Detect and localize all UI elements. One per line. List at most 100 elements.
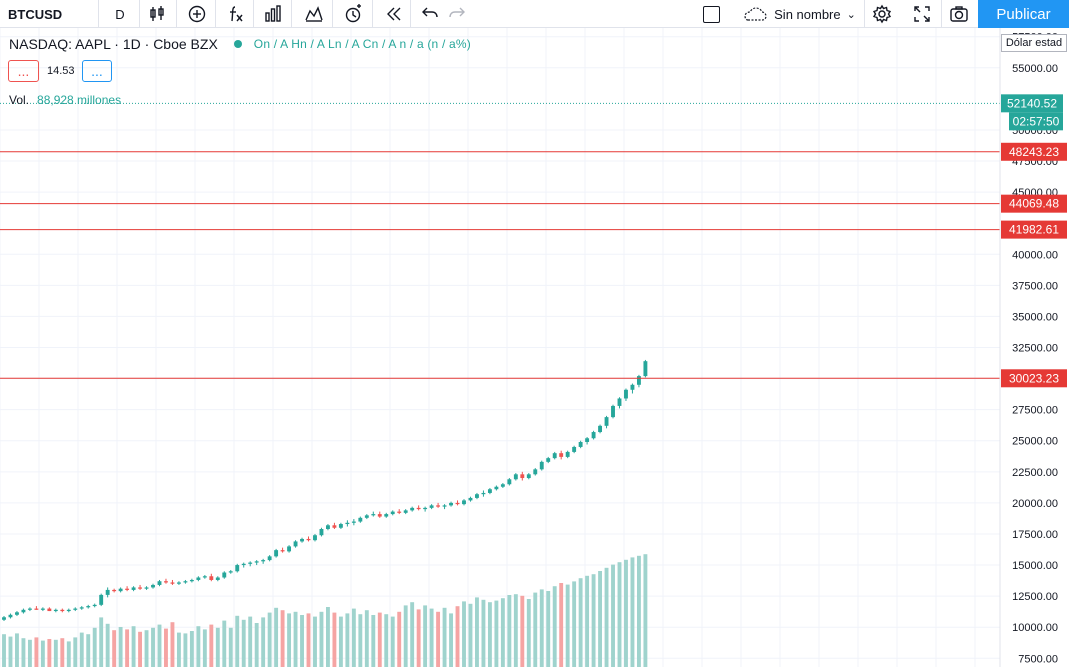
level-badge bbox=[1001, 220, 1067, 239]
layout-selector[interactable]: Sin nombre ⌄ bbox=[736, 0, 862, 28]
price-tick-label: 12500.00 bbox=[1012, 591, 1058, 603]
currency-label[interactable]: Dólar estad bbox=[1001, 34, 1067, 52]
volume-bar bbox=[611, 564, 615, 667]
candle-body bbox=[559, 453, 564, 457]
candle-body bbox=[261, 560, 266, 562]
volume-bar bbox=[144, 630, 149, 667]
volume-bar bbox=[358, 614, 363, 667]
candle-body bbox=[332, 525, 337, 528]
price-tick-label: 22500.00 bbox=[1012, 467, 1058, 479]
fullscreen-square-icon[interactable] bbox=[700, 0, 722, 28]
candle-body bbox=[371, 514, 376, 516]
volume-bar bbox=[261, 617, 266, 667]
volume-bar bbox=[533, 592, 538, 667]
volume-bar bbox=[429, 608, 434, 667]
volume-bar bbox=[66, 641, 71, 667]
volume-bar bbox=[118, 627, 123, 667]
price-tick-label: 17500.00 bbox=[1012, 529, 1058, 541]
interval-selector[interactable]: D bbox=[115, 6, 125, 22]
candle-body bbox=[643, 361, 648, 377]
camera-icon[interactable] bbox=[945, 0, 973, 28]
volume-bar bbox=[371, 615, 376, 667]
templates-icon[interactable] bbox=[300, 0, 328, 28]
candle-body bbox=[403, 510, 408, 513]
study-red-button[interactable]: ... bbox=[8, 60, 39, 82]
volume-bar bbox=[47, 639, 52, 667]
candle-body bbox=[125, 588, 130, 590]
candle-body bbox=[8, 614, 13, 618]
last-price-label: 52140.52 bbox=[1007, 96, 1057, 110]
symbol-search[interactable]: BTCUSD bbox=[8, 6, 63, 22]
cloud-icon bbox=[744, 7, 767, 21]
toolbar-divider bbox=[139, 0, 140, 28]
volume-bar bbox=[8, 636, 13, 667]
volume-bar bbox=[423, 605, 428, 667]
volume-bar bbox=[202, 629, 207, 667]
volume-bar bbox=[209, 624, 214, 667]
candles-icon[interactable] bbox=[143, 0, 171, 28]
candle-body bbox=[254, 561, 259, 563]
toolbar-divider bbox=[372, 0, 373, 28]
price-chart[interactable]: 7500.00 10000.00 12500.00 15000.00 17500.00 2… bbox=[0, 28, 1069, 667]
volume-bar bbox=[189, 631, 194, 667]
volume-bar bbox=[604, 567, 609, 667]
study-value: 14.53 bbox=[47, 65, 75, 77]
candle-body bbox=[364, 515, 369, 518]
candle-body bbox=[47, 608, 52, 612]
volume-bar bbox=[254, 623, 259, 667]
candle-body bbox=[73, 608, 78, 610]
volume-bar bbox=[449, 613, 453, 667]
candle-body bbox=[513, 474, 518, 480]
candle-body bbox=[157, 581, 162, 585]
volume-bar bbox=[636, 555, 641, 667]
candle-body bbox=[60, 609, 65, 612]
candle-body bbox=[533, 469, 538, 475]
candle-body bbox=[384, 514, 389, 517]
price-axis: 7500.00 10000.00 12500.00 15000.00 17500.00 2… bbox=[999, 28, 1069, 667]
settings-icon[interactable] bbox=[868, 0, 896, 28]
candle-body bbox=[209, 576, 214, 580]
volume-bar bbox=[34, 637, 39, 667]
candle-body bbox=[319, 529, 324, 536]
redo-icon[interactable] bbox=[443, 0, 471, 28]
publish-button[interactable]: Publicar bbox=[978, 0, 1069, 28]
bar-compare-icon[interactable] bbox=[259, 0, 287, 28]
candle-body bbox=[338, 524, 343, 528]
study-blue-button[interactable]: ... bbox=[82, 60, 112, 82]
candle-body bbox=[300, 538, 304, 542]
alert-icon[interactable] bbox=[339, 0, 367, 28]
candle-body bbox=[598, 425, 602, 433]
volume-bar bbox=[326, 607, 330, 667]
level-badge bbox=[1001, 142, 1067, 161]
candle-body bbox=[222, 572, 227, 578]
price-tick-label: 55000.00 bbox=[1012, 63, 1058, 75]
candle-body bbox=[455, 502, 460, 505]
fx-icon[interactable] bbox=[222, 0, 250, 28]
candle-body bbox=[539, 461, 544, 470]
chevron-down-icon: ⌄ bbox=[846, 8, 856, 21]
volume-bar bbox=[403, 605, 408, 667]
toolbar-divider bbox=[291, 0, 292, 28]
volume-bar bbox=[40, 640, 45, 667]
candle-body bbox=[79, 607, 84, 609]
candle-body bbox=[2, 617, 6, 620]
volume-bar bbox=[390, 616, 395, 667]
candle-body bbox=[604, 417, 609, 426]
volume-bar bbox=[546, 591, 551, 667]
volume-bar bbox=[53, 639, 58, 667]
volume-bar bbox=[507, 595, 512, 667]
replay-icon[interactable] bbox=[380, 0, 408, 28]
add-indicator-icon[interactable] bbox=[183, 0, 211, 28]
candle-body bbox=[66, 609, 71, 612]
volume-bar bbox=[552, 586, 557, 667]
fullscreen-icon[interactable] bbox=[908, 0, 936, 28]
candle-body bbox=[176, 582, 181, 584]
candle-body bbox=[494, 486, 499, 490]
volume-bar bbox=[565, 584, 570, 667]
volume-bar bbox=[228, 627, 233, 667]
candle-body bbox=[578, 441, 583, 447]
price-tick-label: 25000.00 bbox=[1012, 436, 1058, 448]
candle-body bbox=[552, 453, 557, 459]
symbol-title[interactable]: NASDAQ: AAPL · 1D · Cboe BZX bbox=[9, 36, 218, 52]
undo-icon[interactable] bbox=[416, 0, 444, 28]
